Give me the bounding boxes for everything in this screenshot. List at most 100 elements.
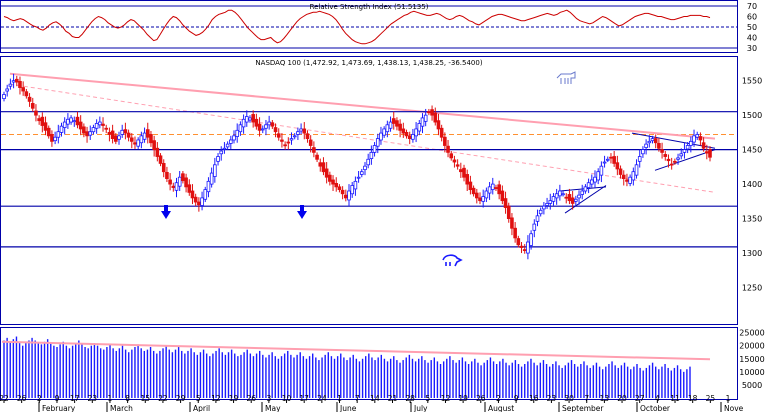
price-candle <box>251 114 255 123</box>
x-day-label: 12 <box>211 394 221 403</box>
price-candle <box>474 192 479 199</box>
price-candle <box>69 117 73 123</box>
price-candle <box>136 139 140 147</box>
x-month-label: July <box>413 404 428 412</box>
x-day-label: 13 <box>600 394 610 403</box>
volume-trendline <box>1 340 711 361</box>
price-candle <box>50 134 54 142</box>
price-candle <box>181 173 185 182</box>
price-candle <box>238 124 243 133</box>
price-candle <box>289 138 294 141</box>
price-candle <box>331 179 335 185</box>
price-candle <box>375 138 380 147</box>
x-day-label: 3 <box>266 394 271 403</box>
price-candle <box>299 128 303 132</box>
price-candle <box>542 205 546 210</box>
x-day-label: 15 <box>140 394 150 403</box>
price-candle <box>462 167 466 178</box>
price-candle <box>315 154 319 160</box>
volume-layer <box>1 336 711 398</box>
rsi-layer <box>1 5 737 49</box>
price-candle <box>133 142 137 145</box>
price-candle <box>554 193 559 199</box>
x-day-label: 11 <box>670 394 680 403</box>
price-candle <box>436 120 441 130</box>
price-candle <box>171 185 176 188</box>
price-candle <box>225 143 230 148</box>
price-candle <box>321 162 326 173</box>
x-day-label: 28 <box>405 394 415 403</box>
price-candle <box>593 176 597 183</box>
price-candle <box>37 118 41 122</box>
price-candle <box>599 165 604 176</box>
price-candle <box>94 123 99 129</box>
volume-tick-label: 25000 <box>739 329 764 338</box>
price-candle <box>417 123 422 132</box>
price-tick-label: 1300 <box>742 249 762 258</box>
rsi-line <box>3 9 711 45</box>
price-candle <box>213 164 217 177</box>
price-candle <box>455 164 460 167</box>
price-candle <box>685 145 690 150</box>
price-candle <box>53 136 57 142</box>
price-candle <box>618 168 623 175</box>
price-candle <box>101 123 105 126</box>
x-day-label: 26 <box>246 394 256 403</box>
price-candle <box>519 245 524 248</box>
x-month-label: Nove <box>724 404 744 412</box>
price-candle <box>18 80 22 88</box>
price-candle <box>264 124 268 129</box>
x-day-label: 26 <box>476 394 486 403</box>
price-candle <box>2 94 6 100</box>
price-candle <box>513 227 517 239</box>
price-candle <box>149 134 153 144</box>
price-candle <box>443 136 447 146</box>
price-candle <box>241 118 246 128</box>
price-candle <box>161 163 166 173</box>
volume-tick-label: 20000 <box>739 342 764 351</box>
flag-line <box>559 186 607 192</box>
price-candle <box>388 121 393 129</box>
price-candle <box>117 135 121 140</box>
price-candle <box>676 157 680 160</box>
price-candle <box>682 149 687 153</box>
price-candle <box>104 127 109 130</box>
price-candle <box>564 196 569 199</box>
price-candle <box>414 128 418 137</box>
price-candle <box>308 139 313 146</box>
price-candle <box>260 128 265 131</box>
price-candle <box>344 194 348 199</box>
price-candle <box>337 186 342 191</box>
price-candle <box>366 158 370 166</box>
price-candle <box>200 197 204 206</box>
price-candle <box>625 179 629 182</box>
price-candle <box>340 189 345 195</box>
price-tick-label: 1550 <box>742 77 762 86</box>
price-candle <box>27 96 32 102</box>
price-candle <box>139 135 144 144</box>
price-candle <box>490 183 495 191</box>
x-day-label: 5 <box>196 394 201 403</box>
price-candle <box>235 129 240 137</box>
price-candle <box>334 183 339 188</box>
x-day-label: 18 <box>688 394 698 403</box>
triangle-top-line <box>631 132 716 149</box>
price-candle <box>203 189 208 200</box>
price-candle <box>628 176 632 184</box>
price-candle <box>85 131 89 137</box>
price-candle <box>500 190 505 202</box>
price-candle <box>583 186 588 192</box>
price-candle <box>590 179 594 185</box>
x-day-label: 1 <box>337 394 342 403</box>
price-candle <box>88 131 93 136</box>
price-candle <box>174 182 179 191</box>
price-candle <box>107 131 112 135</box>
price-candle <box>650 138 655 142</box>
price-candle <box>660 149 664 153</box>
rsi-tick-label: 30 <box>747 44 757 53</box>
price-candle <box>197 201 201 206</box>
price-candle <box>385 124 390 133</box>
price-candle <box>439 127 444 138</box>
price-candle <box>452 159 457 163</box>
